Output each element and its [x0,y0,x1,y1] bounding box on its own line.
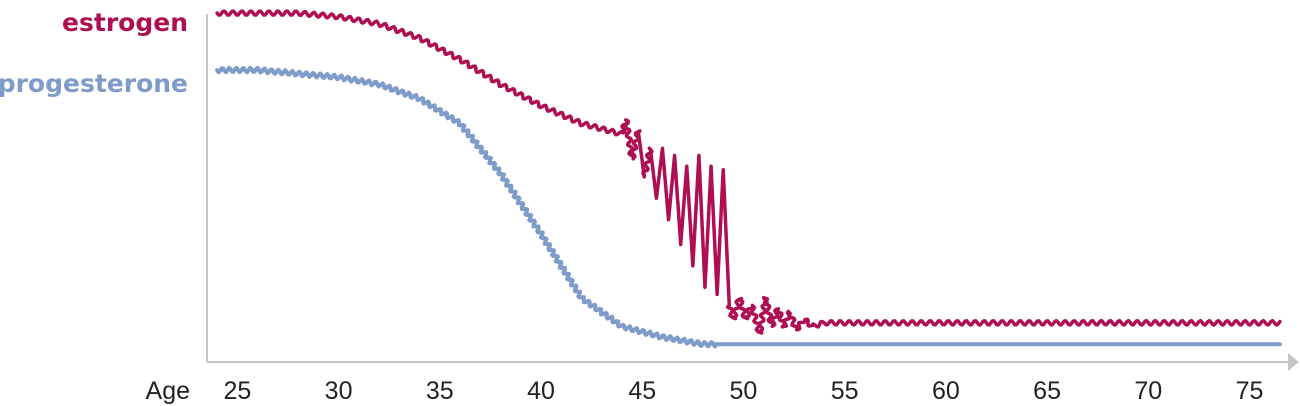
x-tick-label: 45 [628,377,656,405]
series-label-estrogen: estrogen [62,8,188,37]
x-tick-label: 55 [831,377,859,405]
series-label-progesterone: progesterone [0,69,188,98]
x-tick-label: 35 [426,377,454,405]
x-tick-label: 25 [223,377,251,405]
series-line-progesterone [215,65,1282,349]
x-tick-labels: 25 30 35 40 45 50 55 60 65 70 75 [223,377,1263,405]
x-axis-label: Age [146,377,190,405]
x-tick-label: 60 [932,377,960,405]
x-axis-arrow-icon [1288,353,1299,371]
x-tick-label: 70 [1134,377,1162,405]
x-tick-label: 65 [1033,377,1061,405]
x-tick-label: 30 [325,377,353,405]
x-tick-label: 75 [1236,377,1264,405]
series-line-estrogen [215,9,1282,335]
x-tick-label: 50 [730,377,758,405]
x-tick-label: 40 [527,377,555,405]
series-layer [215,9,1282,349]
